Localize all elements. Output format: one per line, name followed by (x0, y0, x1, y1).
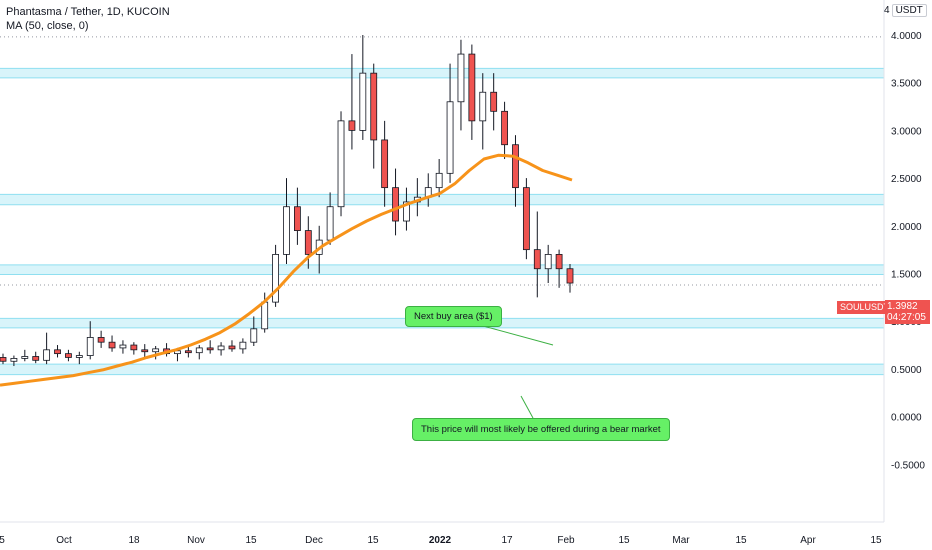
moving-average-line (0, 153, 573, 387)
candle-body (195, 347, 203, 354)
unit-prefix: 4 (884, 5, 890, 16)
candle-body (348, 120, 356, 131)
last-price-tag: 1.3982 04:27:05 (885, 300, 930, 324)
candle-body (490, 91, 498, 112)
time-tick-label: 5 (0, 535, 5, 546)
candle-body (228, 345, 236, 350)
candle-body (468, 53, 476, 122)
symbol-price-tag: SOULUSDT (837, 301, 893, 314)
candle-body (501, 110, 508, 146)
candle-body (65, 353, 72, 358)
callout-next-buy-area[interactable]: Next buy area ($1) (405, 306, 502, 327)
price-scale-unit[interactable]: 4 USDT (884, 4, 927, 17)
candle-body (337, 120, 345, 208)
candle-body (294, 206, 301, 231)
support-resistance-zone (0, 264, 884, 275)
candle-body (10, 358, 18, 362)
price-tick-label: -0.5000 (891, 460, 925, 471)
candle-body (359, 72, 367, 131)
candle-body (392, 187, 399, 222)
candle-body (152, 348, 160, 353)
time-tick-label: Nov (187, 535, 205, 546)
candle-body (206, 347, 214, 351)
time-tick-label: 17 (501, 535, 513, 546)
candle-body (283, 206, 290, 255)
candle-body (403, 201, 410, 222)
currency-label[interactable]: USDT (891, 4, 927, 17)
support-resistance-zone (0, 364, 884, 375)
candle-body (544, 254, 552, 270)
support-resistance-zone (0, 194, 884, 205)
candle-body (141, 349, 149, 353)
candle-body (97, 337, 105, 343)
candle-body (250, 328, 258, 343)
candle-body (0, 357, 7, 362)
candle-body (130, 344, 138, 351)
time-tick-label: Mar (672, 535, 690, 546)
candle-body (261, 301, 269, 330)
candle-body (86, 337, 94, 356)
price-tick-label: 3.5000 (891, 79, 922, 90)
price-tick-label: 0.5000 (891, 365, 922, 376)
candle-body (108, 341, 116, 349)
price-tick-label: 4.0000 (891, 31, 922, 42)
candle-body (54, 349, 61, 355)
candle-body (217, 345, 225, 351)
candle-body (43, 349, 51, 361)
time-tick-label: Dec (305, 535, 323, 546)
candle-body (326, 206, 334, 241)
chart-header: Phantasma / Tether, 1D, KUCOIN MA (50, c… (6, 5, 170, 33)
price-tick-label: 0.0000 (891, 413, 922, 424)
callout-bear-market[interactable]: This price will most likely be offered d… (412, 418, 670, 441)
price-tick-label: 3.0000 (891, 126, 922, 137)
candle-body (555, 254, 563, 270)
candle-body (184, 350, 192, 354)
candle-body (304, 230, 312, 255)
time-tick-label: 15 (618, 535, 630, 546)
time-tick-label: 15 (367, 535, 379, 546)
time-tick-label: 2022 (429, 535, 452, 546)
time-tick-label: Apr (800, 535, 816, 546)
bar-countdown: 04:27:05 (887, 312, 926, 323)
candle-body (381, 139, 389, 189)
candle-body (272, 254, 279, 303)
candle-body (75, 355, 83, 358)
candle-body (512, 144, 519, 189)
support-resistance-zone (0, 68, 884, 78)
time-tick-label: 15 (870, 535, 882, 546)
candle-body (446, 101, 454, 174)
candle-body (32, 356, 40, 361)
candle-body (522, 187, 530, 251)
price-tick-label: 2.5000 (891, 174, 922, 185)
candle-body (239, 341, 247, 350)
candle-body (21, 356, 29, 359)
symbol-title[interactable]: Phantasma / Tether, 1D, KUCOIN (6, 6, 170, 18)
price-tick-label: 1.5000 (891, 270, 922, 281)
time-tick-label: 18 (128, 535, 140, 546)
candle-body (566, 268, 574, 284)
candle-body (370, 72, 378, 141)
time-tick-label: 15 (735, 535, 747, 546)
time-tick-label: Feb (557, 535, 575, 546)
last-price-value: 1.3982 (887, 301, 918, 312)
candle-body (119, 344, 127, 349)
time-tick-label: Oct (56, 535, 72, 546)
candle-body (457, 53, 465, 103)
indicator-legend[interactable]: MA (50, close, 0) (6, 20, 89, 32)
candle-body (479, 91, 487, 122)
callout-2-pointer (520, 395, 534, 419)
time-tick-label: 15 (245, 535, 257, 546)
price-tick-label: 2.0000 (891, 222, 922, 233)
candle-body (533, 249, 541, 270)
candle-body (435, 172, 443, 189)
